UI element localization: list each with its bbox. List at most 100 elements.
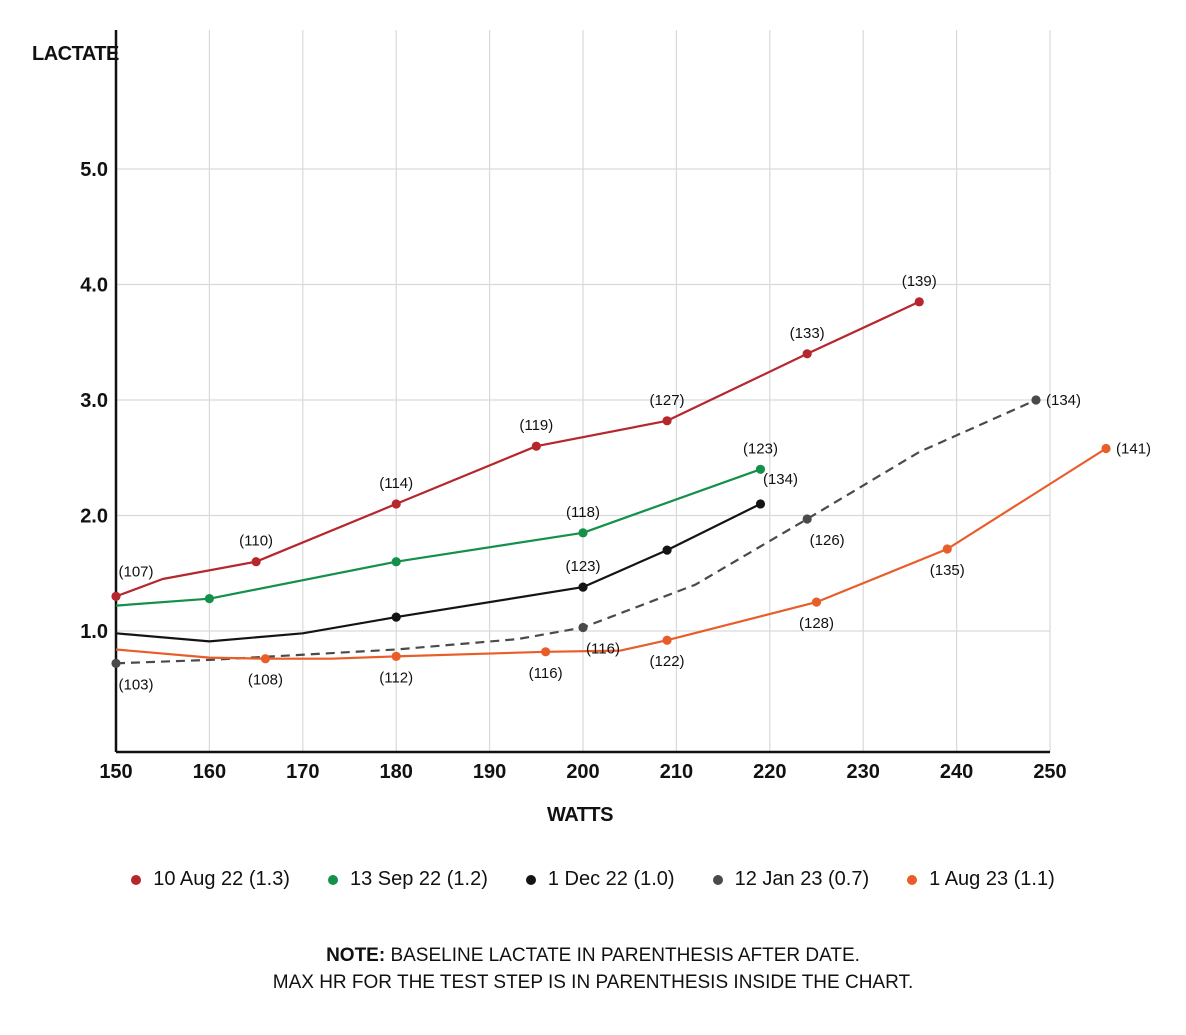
hr-label: (133) bbox=[790, 325, 825, 342]
tick-labels: 150 160 170 180 190 200 210 220 230 240 250 1.0 2.0 3… bbox=[80, 159, 1067, 783]
legend-marker-icon bbox=[907, 874, 918, 885]
x-tick-label: 250 bbox=[1033, 761, 1066, 783]
legend-marker-icon bbox=[131, 874, 142, 885]
data-point bbox=[531, 441, 541, 451]
hr-label: (126) bbox=[810, 532, 845, 549]
hr-labels: (107) (110) (114) (119) (127) (133) (139) (118)… bbox=[118, 273, 1151, 694]
lactate-chart: 150 160 170 180 190 200 210 220 230 240 250 1.0 2.0 3… bbox=[32, 30, 1151, 826]
x-tick-label: 170 bbox=[286, 761, 319, 783]
data-point bbox=[111, 591, 121, 601]
data-point bbox=[802, 514, 812, 524]
hr-label: (103) bbox=[118, 676, 153, 693]
x-tick-label: 240 bbox=[940, 761, 973, 783]
legend-item: 1 Aug 23 (1.1) bbox=[907, 868, 1055, 891]
legend-label: 1 Aug 23 (1.1) bbox=[929, 868, 1055, 890]
legend: 10 Aug 22 (1.3) 13 Sep 22 (1.2) 1 Dec 22 (… bbox=[0, 868, 1186, 891]
x-tick-label: 200 bbox=[566, 761, 599, 783]
x-tick-label: 220 bbox=[753, 761, 786, 783]
y-tick-label: 1.0 bbox=[80, 621, 108, 643]
data-point bbox=[578, 582, 588, 592]
hr-label: (141) bbox=[1116, 441, 1151, 458]
hr-label: (108) bbox=[248, 672, 283, 689]
hr-label: (123) bbox=[743, 440, 778, 457]
series-5 bbox=[115, 443, 1111, 664]
data-point bbox=[578, 528, 588, 538]
legend-label: 12 Jan 23 (0.7) bbox=[734, 868, 870, 890]
data-point bbox=[662, 416, 672, 426]
legend-item: 1 Dec 22 (1.0) bbox=[525, 868, 675, 891]
series-3 bbox=[115, 499, 766, 643]
hr-label: (118) bbox=[566, 504, 600, 521]
data-point bbox=[391, 499, 401, 509]
hr-label: (134) bbox=[763, 471, 798, 488]
hr-label: (116) bbox=[586, 641, 620, 658]
data-point bbox=[1101, 443, 1111, 454]
legend-label: 1 Dec 22 (1.0) bbox=[547, 868, 675, 890]
axes bbox=[114, 30, 1050, 754]
x-tick-label: 180 bbox=[380, 761, 413, 783]
series-2 bbox=[115, 464, 766, 607]
data-point bbox=[391, 612, 401, 622]
hr-label: (114) bbox=[379, 475, 413, 492]
series-4 bbox=[111, 395, 1041, 668]
hr-label: (112) bbox=[379, 669, 413, 686]
legend-item: 13 Sep 22 (1.2) bbox=[327, 868, 488, 891]
hr-label: (116) bbox=[529, 665, 563, 682]
legend-marker-icon bbox=[525, 874, 536, 885]
hr-label: (135) bbox=[930, 562, 965, 579]
series-group bbox=[111, 297, 1111, 668]
data-point bbox=[260, 654, 271, 664]
data-point bbox=[914, 297, 924, 307]
x-tick-label: 190 bbox=[473, 761, 506, 783]
note-line-1-text: BASELINE LACTATE IN PARENTHESIS AFTER DA… bbox=[385, 945, 860, 966]
hr-label: (110) bbox=[239, 533, 273, 550]
series-line bbox=[115, 502, 761, 643]
data-point bbox=[578, 622, 588, 633]
x-tick-label: 160 bbox=[193, 761, 226, 783]
y-axis-title: LACTATE bbox=[32, 43, 119, 65]
hr-label: (107) bbox=[118, 563, 153, 580]
series-line bbox=[115, 300, 920, 598]
data-point bbox=[1031, 395, 1041, 405]
data-point bbox=[811, 597, 822, 607]
data-point bbox=[204, 594, 214, 604]
grid bbox=[116, 30, 1051, 752]
x-tick-label: 150 bbox=[99, 761, 132, 783]
legend-label: 13 Sep 22 (1.2) bbox=[349, 868, 488, 890]
data-point bbox=[755, 499, 766, 509]
y-tick-label: 2.0 bbox=[80, 506, 108, 528]
y-tick-label: 4.0 bbox=[80, 275, 108, 297]
hr-label: (122) bbox=[650, 653, 685, 670]
data-point bbox=[391, 651, 401, 662]
hr-label: (128) bbox=[799, 615, 834, 632]
legend-item: 12 Jan 23 (0.7) bbox=[712, 868, 870, 891]
hr-label: (139) bbox=[902, 273, 937, 290]
legend-item: 10 Aug 22 (1.3) bbox=[131, 868, 290, 891]
legend-label: 10 Aug 22 (1.3) bbox=[153, 868, 290, 890]
hr-label: (119) bbox=[519, 417, 553, 434]
note-line-1: NOTE: BASELINE LACTATE IN PARENTHESIS AF… bbox=[0, 942, 1186, 969]
data-point bbox=[251, 557, 261, 567]
data-point bbox=[802, 349, 812, 359]
series-1 bbox=[111, 297, 924, 601]
legend-marker-icon bbox=[327, 874, 338, 885]
hr-label: (123) bbox=[565, 558, 600, 575]
hr-label: (127) bbox=[650, 392, 685, 409]
legend-marker-icon bbox=[712, 874, 723, 885]
note-prefix: NOTE: bbox=[326, 945, 386, 966]
data-point bbox=[942, 544, 952, 554]
note: NOTE: BASELINE LACTATE IN PARENTHESIS AF… bbox=[0, 942, 1186, 996]
y-tick-label: 3.0 bbox=[80, 390, 108, 412]
data-point bbox=[111, 658, 121, 668]
y-tick-label: 5.0 bbox=[80, 159, 108, 181]
hr-label: (134) bbox=[1046, 392, 1081, 409]
x-tick-label: 230 bbox=[847, 761, 880, 783]
data-point bbox=[755, 464, 766, 474]
data-point bbox=[662, 635, 672, 645]
data-point bbox=[541, 647, 551, 657]
x-tick-label: 210 bbox=[660, 761, 693, 783]
data-point bbox=[391, 557, 401, 567]
data-point bbox=[662, 545, 672, 555]
note-line-2: MAX HR FOR THE TEST STEP IS IN PARENTHES… bbox=[272, 972, 914, 993]
x-axis-title: WATTS bbox=[547, 804, 613, 826]
